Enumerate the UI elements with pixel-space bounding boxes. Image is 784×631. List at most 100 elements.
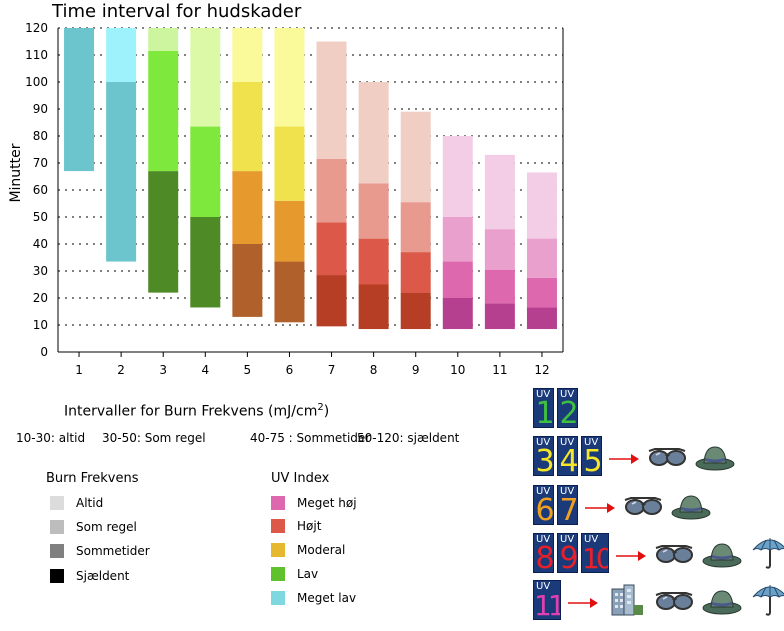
uv-index-tile: UV 11	[533, 580, 561, 620]
uv-tile-number: 1	[535, 396, 553, 428]
bar-segment	[190, 126, 221, 217]
bar-segment	[400, 202, 431, 253]
uv-tile-label: UV	[560, 486, 575, 497]
uv-tile-label: UV	[560, 389, 575, 400]
bar-segment	[106, 28, 137, 82]
burn-legend-title: Burn Frekvens	[46, 471, 139, 486]
y-tick-label: 80	[33, 129, 48, 143]
uv-index-tile: UV 7	[557, 485, 578, 525]
bar-segment	[64, 28, 95, 172]
uv-tile-number: 6	[535, 493, 553, 525]
y-tick-label: 30	[33, 264, 48, 278]
legend-swatch	[271, 519, 285, 533]
bar-segment	[484, 269, 515, 304]
bar-segment	[526, 172, 557, 239]
y-tick-label: 90	[33, 102, 48, 116]
burn-intervals-title-sup: 2	[317, 402, 324, 413]
uv-legend-item: Meget lav	[271, 590, 356, 606]
legend-swatch	[50, 544, 64, 558]
bar-segment	[442, 136, 473, 217]
uv-tile-label: UV	[536, 437, 551, 448]
bar-segment	[358, 82, 389, 184]
y-tick-label: 10	[33, 318, 48, 332]
y-tick-label: 40	[33, 237, 48, 251]
interval-sjaeldent: 50-120: sjældent	[357, 431, 460, 445]
x-tick-label: 5	[244, 363, 252, 377]
uv-tile-label: UV	[584, 437, 599, 448]
uv-tile-label: UV	[536, 486, 551, 497]
y-tick-label: 110	[25, 48, 48, 62]
x-tick-label: 6	[286, 363, 294, 377]
hat-icon	[702, 583, 742, 617]
x-tick-label: 7	[328, 363, 336, 377]
x-tick-label: 9	[412, 363, 420, 377]
uv-tile-number: 5	[583, 444, 601, 476]
burn-legend-item: Sjældent	[50, 568, 129, 584]
bar-segment	[316, 275, 347, 327]
uv-index-tile: UV 3	[533, 436, 554, 476]
uv-legend-label: Lav	[297, 567, 319, 581]
burn-intervals-title: Intervaller for Burn Frekvens (mJ/cm2)	[64, 402, 329, 420]
umbrella-icon	[750, 583, 784, 617]
bar-segment	[316, 41, 347, 159]
y-tick-label: 60	[33, 183, 48, 197]
interval-som-regel: 30-50: Som regel	[102, 431, 206, 445]
x-tick-label: 2	[117, 363, 125, 377]
bar-segment	[232, 28, 263, 82]
uv-index-tile: UV 8	[533, 533, 554, 573]
uv-tile-number: 2	[559, 396, 577, 428]
bar-segment	[484, 154, 515, 230]
y-tick-label: 0	[40, 345, 48, 359]
building-icon	[606, 583, 646, 617]
bar-segment	[358, 284, 389, 330]
sunglasses-icon	[654, 583, 694, 617]
interval-altid: 10-30: altid	[16, 431, 86, 445]
uv-tile-number: 3	[535, 444, 553, 476]
bar-segment	[274, 126, 305, 201]
bar-segment	[274, 28, 305, 127]
burn-legend-label: Altid	[76, 496, 104, 510]
uv-index-tile: UV 4	[557, 436, 578, 476]
arrow-right-icon	[585, 499, 615, 513]
legend-swatch	[271, 496, 285, 510]
uv-legend-label: Meget høj	[297, 496, 357, 510]
hat-icon	[671, 488, 711, 522]
x-tick-label: 10	[450, 363, 465, 377]
uv-tile-number: 11	[534, 589, 561, 620]
arrow-right-icon	[609, 450, 639, 464]
y-tick-label: 50	[33, 210, 48, 224]
bar-segment	[358, 238, 389, 285]
uv-index-tile: UV 6	[533, 485, 554, 525]
uv-legend-label: Højt	[297, 519, 322, 533]
chart-title: Time interval for hudskader	[52, 1, 302, 22]
bar-segment	[484, 229, 515, 270]
burn-legend-label: Sjældent	[76, 569, 130, 583]
uv-tile-number: 7	[559, 493, 577, 525]
y-tick-label: 70	[33, 156, 48, 170]
legend-swatch	[50, 496, 64, 510]
burn-legend-item: Sommetider	[50, 543, 150, 559]
bar-segment	[442, 298, 473, 330]
x-tick-label: 1	[75, 363, 83, 377]
uv-index-tile: UV 5	[581, 436, 602, 476]
uv-tile-label: UV	[584, 534, 599, 545]
legend-swatch	[50, 520, 64, 534]
legend-swatch	[271, 567, 285, 581]
umbrella-icon	[750, 536, 784, 570]
uv-index-tile: UV 1	[533, 388, 554, 428]
uv-guide-row: UV 3 UV 4 UV 5	[533, 436, 743, 476]
hat-icon	[702, 536, 742, 570]
uv-tile-number: 8	[535, 541, 553, 573]
bar-segment	[232, 82, 263, 172]
uv-index-tile: UV 9	[557, 533, 578, 573]
x-tick-label: 4	[201, 363, 209, 377]
hat-icon	[695, 439, 735, 473]
bar-segment	[148, 171, 179, 293]
burn-intervals-title-close: )	[323, 403, 330, 420]
y-axis-label: Minutter	[8, 143, 24, 203]
uv-index-tile: UV 10	[581, 533, 609, 573]
bar-segment	[148, 28, 179, 51]
bar-segment	[526, 238, 557, 278]
bar-segment	[106, 82, 137, 262]
